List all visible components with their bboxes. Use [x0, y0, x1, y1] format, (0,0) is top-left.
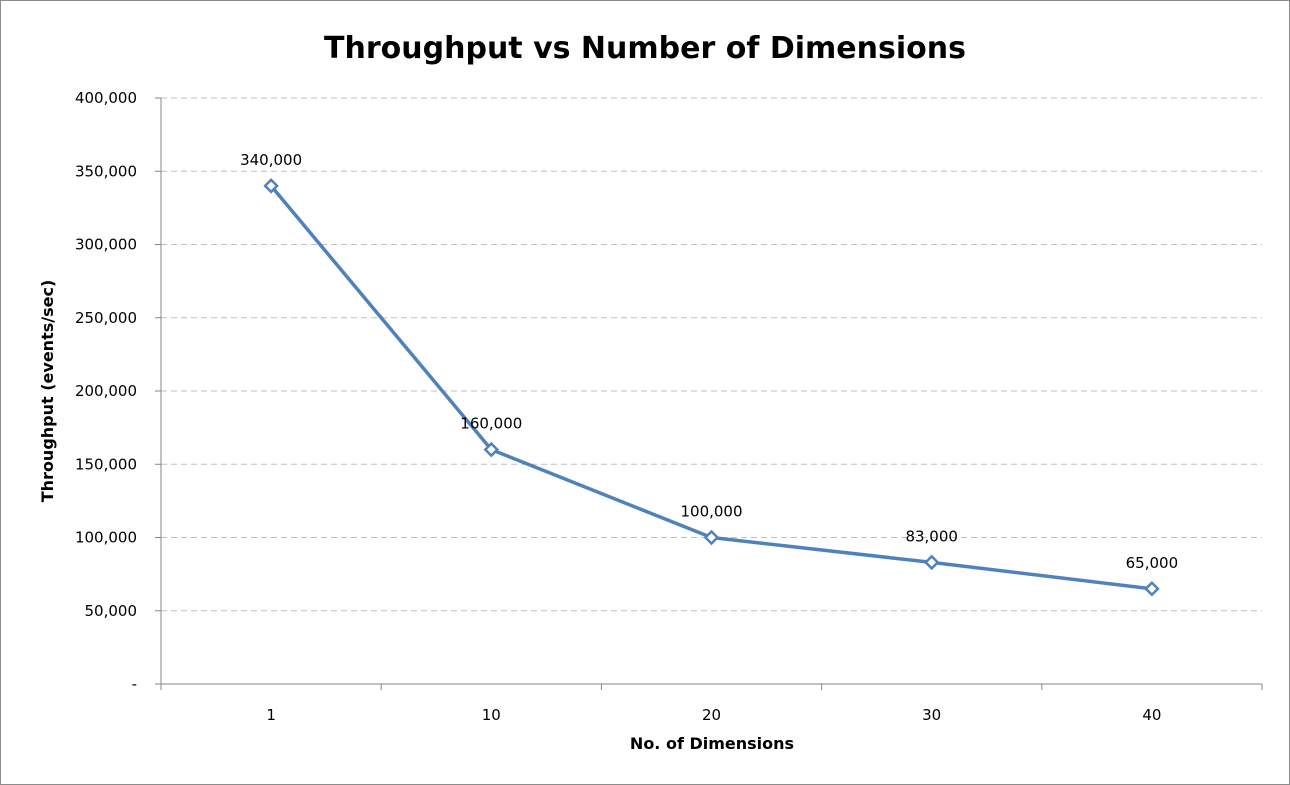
y-tick-label: 400,000 [75, 89, 137, 107]
x-tick-label: 20 [702, 706, 721, 724]
data-point-marker [1144, 581, 1160, 597]
series-markers [263, 178, 1160, 597]
data-label: 100,000 [680, 503, 742, 521]
y-tick-label: 300,000 [75, 236, 137, 254]
data-label: 65,000 [1126, 554, 1179, 572]
y-tick-label: 350,000 [75, 162, 137, 180]
y-tick-label: 50,000 [85, 602, 138, 620]
x-tick-label: 1 [266, 706, 276, 724]
data-labels: 340,000 160,000 100,000 83,000 65,000 [240, 151, 1178, 572]
y-tick-labels: - 50,000 100,000 150,000 200,000 250,000 300,0… [75, 89, 137, 693]
x-tick-label: 30 [922, 706, 941, 724]
y-axis-label: Throughput (events/sec) [38, 280, 57, 503]
data-point-marker [483, 441, 500, 458]
x-tick-labels: 1 10 20 30 40 [266, 706, 1161, 724]
data-point-marker [263, 178, 279, 194]
chart-title: Throughput vs Number of Dimensions [324, 31, 966, 66]
axes [155, 97, 1263, 690]
y-tick-label: - [132, 675, 137, 693]
y-tick-label: 150,000 [75, 455, 137, 473]
x-tick-label: 10 [482, 706, 501, 724]
y-tick-label: 100,000 [75, 529, 137, 547]
x-axis-label: No. of Dimensions [630, 734, 794, 753]
data-label: 340,000 [240, 151, 302, 169]
x-tick-label: 40 [1142, 706, 1161, 724]
data-point-marker [923, 554, 940, 571]
data-point-marker [703, 529, 720, 546]
data-label: 160,000 [460, 415, 522, 433]
series-line [269, 184, 1154, 591]
data-label: 83,000 [905, 527, 958, 545]
y-tick-label: 200,000 [75, 382, 137, 400]
y-tick-label: 250,000 [75, 309, 137, 327]
series-line-layer [269, 184, 1154, 591]
